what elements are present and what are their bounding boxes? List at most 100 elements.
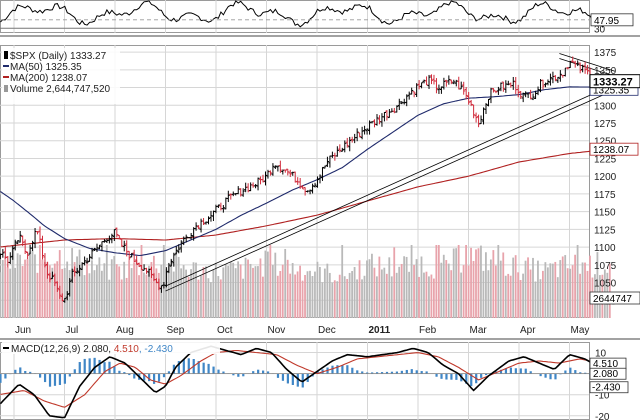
ohlc-bar — [127, 250, 131, 261]
trendline — [165, 83, 616, 287]
volume-bar — [219, 279, 222, 318]
volume-bar — [289, 273, 292, 318]
volume-bar — [252, 267, 254, 318]
volume-bar — [222, 267, 225, 318]
ohlc-bar — [258, 176, 263, 185]
volume-bar — [546, 267, 549, 318]
price-tick-label: 1200 — [594, 172, 617, 183]
ohlc-bar — [58, 285, 62, 299]
ohlc-bar — [410, 87, 414, 95]
volume-bar — [534, 281, 537, 318]
ohlc-bar — [474, 112, 478, 123]
volume-bar — [470, 247, 472, 318]
macd-legend-label: MACD(12,26,9) 2.080, 4.510, -2.430 — [11, 344, 173, 355]
histogram-bar — [128, 373, 131, 376]
ohlc-bar — [18, 230, 22, 243]
ohlc-bar — [53, 273, 57, 287]
ohlc-bar — [48, 272, 52, 283]
ohlc-bar — [110, 233, 114, 244]
histogram-bar — [380, 372, 384, 374]
ohlc-bar — [301, 185, 305, 190]
volume-bar — [138, 275, 140, 318]
ohlc-bar — [464, 87, 468, 100]
ohlc-bar — [271, 163, 275, 176]
volume-bar — [309, 270, 311, 318]
ohlc-bar — [405, 94, 409, 107]
volume-bar — [279, 270, 282, 318]
ohlc-bar — [541, 79, 545, 90]
volume-bar — [537, 260, 539, 318]
volume-bar — [385, 273, 388, 318]
x-tick-label: Nov — [268, 325, 286, 336]
volume-bar — [274, 252, 277, 318]
ohlc-bar — [73, 266, 77, 277]
volume-bar — [192, 262, 195, 318]
macd-value-badge — [589, 367, 627, 380]
macd-legend-background — [2, 342, 220, 354]
volume-bar — [326, 263, 329, 318]
volume-bar — [519, 280, 522, 318]
ohlc-bar — [1, 249, 5, 258]
histogram-bar — [78, 362, 81, 374]
ohlc-bar — [459, 81, 463, 90]
volume-bar — [185, 269, 187, 318]
volume-bar — [264, 250, 267, 318]
volume-bar — [100, 270, 103, 318]
ohlc-bar — [206, 216, 211, 225]
ohlc-bar — [496, 86, 500, 95]
volume-bar — [328, 272, 331, 318]
volume-bar — [356, 279, 358, 318]
ohlc-bar — [397, 98, 401, 111]
ohlc-bar — [531, 93, 535, 101]
ohlc-bar — [241, 188, 245, 197]
volume-bar — [341, 245, 344, 318]
price-tick-label: 1275 — [594, 119, 617, 130]
volume-bar — [371, 253, 373, 318]
histogram-bar — [222, 371, 225, 374]
volume-bar — [120, 279, 123, 318]
volume-bar — [182, 265, 185, 318]
ohlc-bar — [253, 184, 258, 189]
ohlc-bar — [472, 104, 476, 119]
volume-bar — [432, 278, 435, 318]
volume-bar — [128, 260, 131, 318]
macd-line — [0, 345, 611, 419]
volume-bar — [544, 262, 547, 318]
histogram-bar — [549, 373, 552, 380]
ohlc-bar — [256, 177, 260, 191]
volume-bar — [21, 266, 24, 318]
ohlc-bar — [521, 92, 525, 103]
volume-bar — [83, 275, 86, 318]
x-tick-label: 2011 — [369, 325, 391, 336]
histogram-bar — [529, 371, 532, 374]
x-tick-label: Jul — [66, 325, 79, 336]
histogram-bar — [435, 373, 438, 377]
ohlc-bar — [87, 254, 92, 262]
ohlc-bar — [348, 136, 352, 152]
volume-bar — [331, 282, 334, 318]
volume-bar — [314, 271, 316, 318]
histogram-bar — [425, 371, 428, 374]
volume-bar — [88, 273, 91, 318]
volume-bar — [425, 271, 428, 318]
volume-bar — [195, 262, 197, 318]
ohlc-bar — [355, 128, 359, 142]
ohlc-bar — [476, 114, 481, 128]
volume-bar — [494, 265, 497, 318]
histogram-bar — [281, 373, 285, 381]
volume-bar — [202, 267, 205, 318]
histogram-bar — [197, 361, 200, 374]
ohlc-bar — [524, 91, 528, 98]
histogram-bar — [207, 363, 210, 374]
histogram-bar — [574, 370, 577, 374]
ohlc-bar — [546, 79, 550, 86]
histogram-bar — [519, 368, 522, 374]
ohlc-bar — [65, 291, 69, 301]
volume-bar — [574, 254, 577, 318]
volume-bar — [281, 264, 284, 318]
ohlc-bar — [13, 239, 17, 251]
volume-bar — [73, 262, 76, 318]
histogram-bar — [177, 361, 180, 374]
volume-bar — [234, 268, 237, 318]
